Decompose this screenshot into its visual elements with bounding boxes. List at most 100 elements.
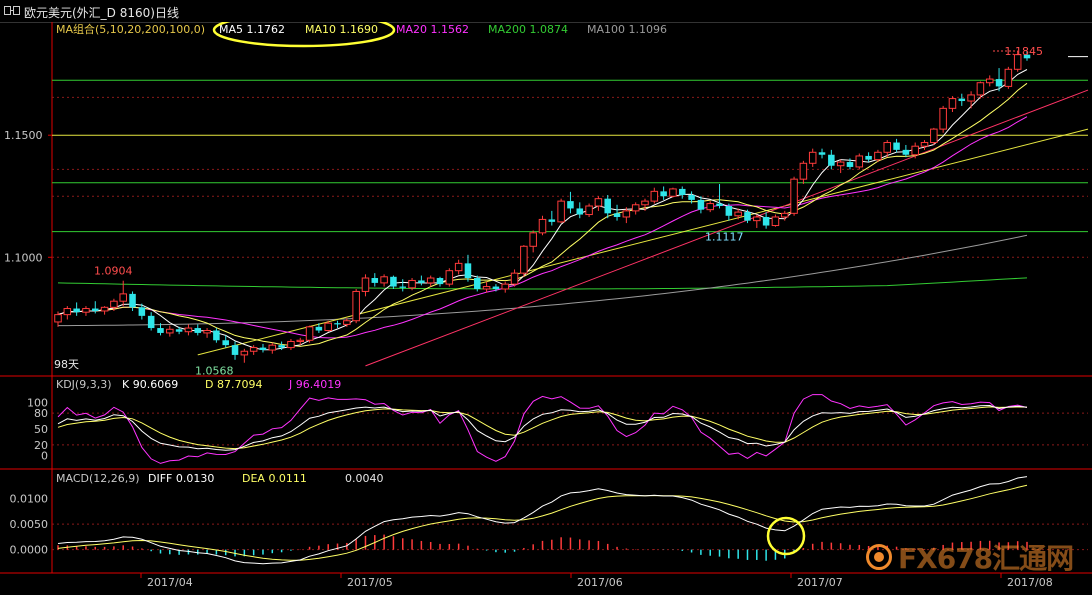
candle-body xyxy=(790,178,798,214)
candle-body xyxy=(883,142,892,153)
candle-body xyxy=(780,212,789,218)
candle-body xyxy=(371,278,379,283)
candle-body xyxy=(157,328,164,333)
candle-body xyxy=(641,200,649,206)
ma20-legend: MA20 1.1562 xyxy=(396,23,469,36)
candle-body xyxy=(669,188,677,197)
ma-legend-label: MA组合(5,10,20,200,100,0) xyxy=(56,22,205,36)
candle-body xyxy=(967,94,975,102)
macd-diff-line xyxy=(57,476,1028,565)
candle-body xyxy=(408,279,416,289)
macd-tick-label: 0.0000 xyxy=(10,544,49,557)
candle-body xyxy=(911,145,919,156)
ma200-line xyxy=(57,277,1028,290)
kdj-k-line xyxy=(57,404,1028,451)
candle-body xyxy=(222,340,229,346)
date-tick-label: 2017/08 xyxy=(1007,576,1053,589)
candle-body xyxy=(734,211,742,217)
candle-body xyxy=(100,306,109,312)
candle-body xyxy=(744,212,751,221)
price-tick-label: 1.1000 xyxy=(4,251,43,264)
candle-body xyxy=(501,283,509,290)
candle-body xyxy=(604,198,611,214)
fx678-logo-icon xyxy=(866,544,892,570)
candle-body xyxy=(445,270,454,285)
uptrend-line-red xyxy=(365,89,1089,367)
date-tick-label: 2017/06 xyxy=(577,576,623,589)
title-bar: 欧元美元(外汇_D 8160)日线 xyxy=(0,0,1092,23)
candle-body xyxy=(930,128,938,144)
kdj-j-line xyxy=(57,394,1028,464)
candle-body xyxy=(939,107,947,130)
chart-title: 欧元美元(外汇_D 8160)日线 xyxy=(24,6,179,20)
candle-body xyxy=(865,155,872,160)
candle-body xyxy=(622,210,631,218)
candle-body xyxy=(194,328,202,333)
candle-body xyxy=(147,315,155,329)
candle-body xyxy=(548,219,556,222)
candle-body xyxy=(492,286,500,289)
candle-body xyxy=(175,329,183,332)
kdj-d-legend: D 87.7094 xyxy=(205,378,262,391)
candle-body xyxy=(697,199,705,210)
kdj-k-legend: K 90.6069 xyxy=(122,378,178,391)
kdj-tick-label: 100 xyxy=(27,397,48,410)
candle-body xyxy=(1023,54,1031,59)
kdj-tick-label: 50 xyxy=(34,423,48,436)
macd-diff-legend: DIFF 0.0130 xyxy=(148,472,214,485)
candle-body xyxy=(426,277,435,284)
candle-body xyxy=(305,326,314,341)
candle-body xyxy=(166,328,174,334)
highlight-circle-macd-cross xyxy=(766,516,806,556)
candle-body xyxy=(631,204,640,212)
window-menu-icon[interactable] xyxy=(4,6,20,15)
candle-body xyxy=(454,262,463,272)
kdj-tick-label: 0 xyxy=(41,449,48,462)
ma100-legend: MA100 1.1096 xyxy=(587,23,667,36)
date-tick-label: 2017/05 xyxy=(347,576,393,589)
candle-body xyxy=(54,314,62,323)
chart-area[interactable]: 1.1500 1.1000 1.1845 1.0904 1.0568 1.1117 98天 M… xyxy=(0,22,1092,595)
candle-body xyxy=(259,347,267,351)
candle-body xyxy=(249,347,258,352)
ma20-line xyxy=(57,116,1028,339)
candle-body xyxy=(474,278,481,289)
candle-body xyxy=(334,323,341,325)
candle-body xyxy=(361,277,370,292)
candle-body xyxy=(129,293,136,308)
candle-body xyxy=(594,198,603,207)
candle-body xyxy=(184,327,193,333)
watermark-text: FX678汇通网 xyxy=(898,542,1074,575)
candle-body xyxy=(893,142,900,150)
date-tick-label: 2017/04 xyxy=(147,576,193,589)
candle-body xyxy=(1013,54,1022,70)
candle-body xyxy=(343,320,351,325)
candle-body xyxy=(352,290,360,322)
candle-body xyxy=(110,300,118,308)
candle-body xyxy=(567,201,574,209)
candle-body xyxy=(725,206,733,216)
kdj-tick-label: 20 xyxy=(34,439,48,452)
candle-body xyxy=(799,162,808,180)
candle-body xyxy=(920,142,929,147)
candle-body xyxy=(660,191,667,197)
candle-body xyxy=(119,293,127,302)
candle-body xyxy=(706,203,714,211)
candle-body xyxy=(874,151,882,161)
ma10-legend: MA10 1.1690 xyxy=(305,23,378,36)
candle-body xyxy=(836,161,845,167)
candle-body xyxy=(315,326,323,331)
candle-body xyxy=(613,213,621,217)
candle-body xyxy=(380,276,388,284)
highlight-ellipse-ma xyxy=(212,22,396,48)
candle-body xyxy=(231,345,239,355)
candle-body xyxy=(650,190,659,202)
macd-tick-label: 0.0050 xyxy=(10,518,49,531)
candle-body xyxy=(985,78,994,84)
ma200-legend: MA200 1.0874 xyxy=(488,23,568,36)
candle-body xyxy=(203,330,211,334)
price-tick-label: 1.1500 xyxy=(4,129,43,142)
candle-body xyxy=(846,162,854,167)
candle-body xyxy=(296,339,305,342)
annotation-high: 1.1845 xyxy=(1005,45,1044,58)
